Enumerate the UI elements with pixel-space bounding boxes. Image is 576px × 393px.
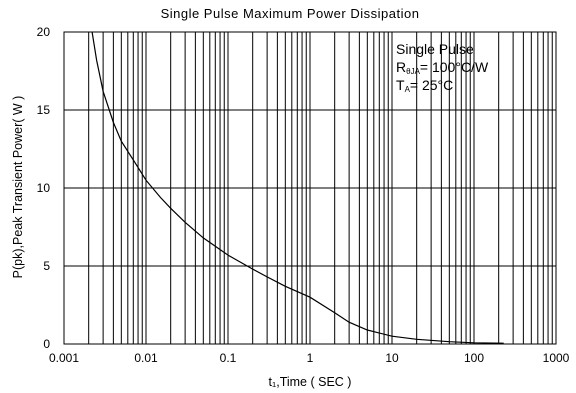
x-tick-label: 1	[307, 351, 314, 365]
y-tick-label: 15	[37, 103, 51, 117]
annotation-t-value: = 25°C	[410, 77, 453, 93]
annotation-t-subscript: A	[405, 85, 411, 94]
y-tick-label: 5	[43, 259, 50, 273]
series-line	[91, 31, 504, 344]
y-tick-labels: 0 5 10 15 20	[37, 25, 51, 351]
x-axis-label: t₁,Time ( SEC )	[269, 375, 352, 389]
grid-lines	[64, 32, 556, 344]
annotation-t-symbol: T	[396, 77, 405, 93]
annotation-box: Single Pulse RθJA= 100°C/W TA= 25°C	[396, 41, 489, 94]
x-tick-label: 0.001	[49, 351, 79, 365]
annotation-r-value: = 100°C/W	[420, 59, 489, 75]
y-tick-label: 0	[43, 337, 50, 351]
y-axis-label: P(pk),Peak Transient Power( W )	[11, 96, 25, 279]
x-tick-label: 100	[464, 351, 484, 365]
annotation-line1: Single Pulse	[396, 41, 474, 57]
x-tick-label: 10	[385, 351, 399, 365]
x-tick-labels: 0.001 0.01 0.1 1 10 100 1000	[49, 351, 570, 365]
annotation-r-symbol: R	[396, 59, 406, 75]
x-tick-label: 0.01	[134, 351, 158, 365]
annotation-line3: TA= 25°C	[396, 77, 453, 94]
chart-title: Single Pulse Maximum Power Dissipation	[161, 6, 420, 21]
y-tick-label: 20	[37, 25, 51, 39]
x-tick-label: 0.1	[220, 351, 237, 365]
plot-frame	[63, 31, 557, 345]
annotation-r-subscript: θJA	[406, 67, 420, 76]
y-tick-label: 10	[37, 181, 51, 195]
annotation-line2: RθJA= 100°C/W	[396, 59, 489, 76]
x-tick-label: 1000	[543, 351, 570, 365]
